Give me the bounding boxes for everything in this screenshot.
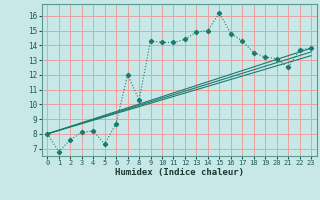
X-axis label: Humidex (Indice chaleur): Humidex (Indice chaleur) [115, 168, 244, 177]
